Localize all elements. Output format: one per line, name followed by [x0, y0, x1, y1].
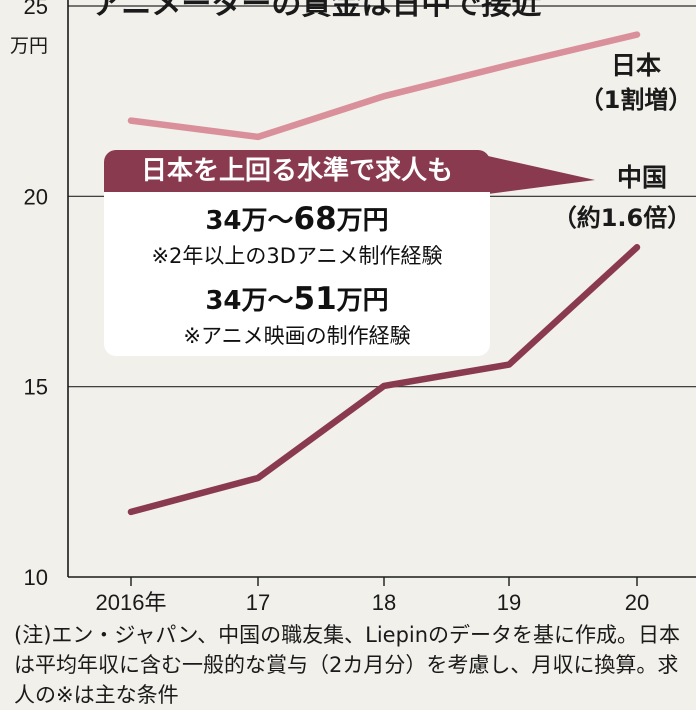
x-tick-label-2: 18 [372, 590, 396, 615]
salary-min: 34万 [205, 286, 268, 316]
x-tick-label-0: 2016年 [96, 590, 167, 615]
x-tick-label-3: 19 [497, 590, 521, 615]
salary-unit: 万円 [336, 206, 389, 236]
job-offer-callout: 日本を上回る水準で求人も 34万～68万円 ※2年以上の3Dアニメ制作経験 34… [104, 150, 490, 356]
y-tick-label-20: 20 [24, 184, 48, 209]
salary-max: 68 [293, 201, 337, 237]
series-lines [127, 31, 641, 516]
salary-min: 34万 [205, 206, 268, 236]
salary-unit: 万円 [336, 286, 389, 316]
y-tick-labels: 10 15 20 25 [24, 0, 48, 590]
series-note-china: （約1.6倍） [553, 204, 692, 232]
y-tick-label-10: 10 [24, 565, 48, 590]
x-tick-label-4: 20 [625, 590, 649, 615]
source-note: (注)エン・ジャパン、中国の職友集、Liepinのデータを基に作成。日本は平均年… [14, 623, 681, 707]
y-tick-label-15: 15 [24, 375, 48, 400]
callout-pointer [488, 156, 595, 194]
x-tick-labels: 2016年 17 18 19 20 [96, 590, 650, 615]
series-line-0 [127, 31, 641, 141]
condition-film: ※アニメ映画の制作経験 [183, 324, 411, 348]
series-note-japan: （1割増） [580, 86, 693, 114]
series-line-1 [127, 244, 641, 516]
condition-3d: ※2年以上の3Dアニメ制作経験 [151, 244, 443, 268]
axes [67, 0, 696, 586]
series-label-china: 中国 [617, 163, 667, 192]
salary-range-3d: 34万～68万円 [104, 200, 490, 237]
y-axis-unit: 万円 [10, 35, 48, 57]
x-tick-label-1: 17 [246, 590, 270, 615]
series-label-japan: 日本 [611, 51, 661, 80]
salary-max: 51 [293, 281, 337, 317]
callout-body: 34万～68万円 ※2年以上の3Dアニメ制作経験 34万～51万円 ※アニメ映画… [104, 192, 490, 356]
salary-range-film: 34万～51万円 [104, 280, 490, 317]
callout-heading: 日本を上回る水準で求人も [104, 150, 490, 192]
salary-sep: ～ [267, 206, 294, 236]
chart-title: アニメーターの賃金は日中で接近 [92, 0, 541, 22]
y-tick-label-25: 25 [24, 0, 48, 19]
salary-sep: ～ [267, 286, 294, 316]
